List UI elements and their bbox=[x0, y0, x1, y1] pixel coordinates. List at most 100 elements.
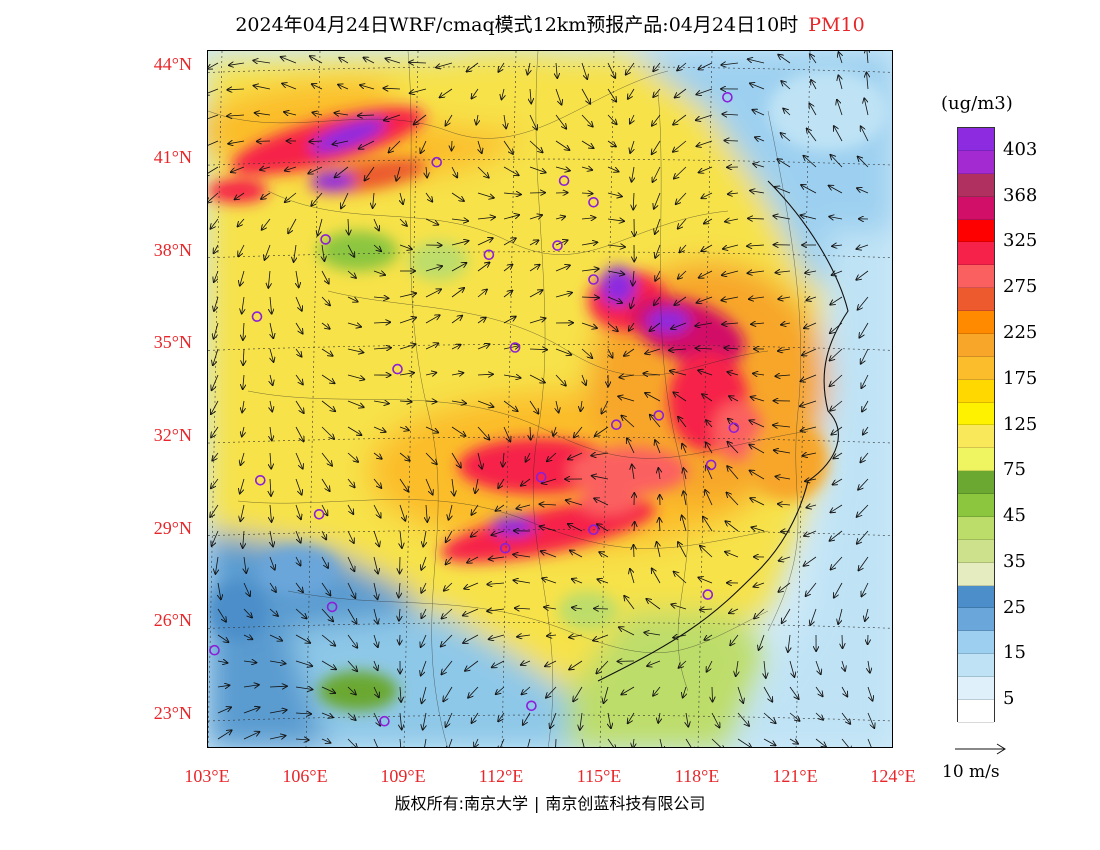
wind-arrow bbox=[465, 660, 479, 671]
pm10-field bbox=[208, 51, 892, 747]
wind-arrow bbox=[529, 349, 547, 350]
wind-arrow bbox=[776, 271, 791, 273]
wind-arrow bbox=[624, 596, 635, 610]
wind-arrow bbox=[654, 192, 661, 209]
colorbar-cell bbox=[958, 173, 994, 197]
wind-arrow bbox=[399, 244, 412, 249]
wind-arrow bbox=[414, 114, 427, 125]
wind-arrow bbox=[318, 218, 323, 235]
wind-arrow bbox=[474, 738, 478, 747]
wind-arrow bbox=[347, 374, 364, 379]
wind-arrow bbox=[436, 62, 453, 68]
wind-arrow bbox=[472, 88, 479, 99]
meridian-line bbox=[305, 51, 321, 747]
wind-arrow bbox=[270, 426, 272, 440]
colorbar-cell bbox=[958, 494, 994, 517]
wind-arrow bbox=[805, 479, 817, 481]
wind-arrow bbox=[629, 322, 635, 331]
wind-arrow bbox=[477, 166, 489, 178]
wind-arrow bbox=[608, 712, 611, 728]
wind-arrow bbox=[685, 738, 694, 747]
wind-arrow bbox=[400, 192, 403, 204]
wind-arrow bbox=[347, 634, 357, 648]
wind-arrow bbox=[441, 634, 453, 647]
wind-arrow bbox=[801, 185, 817, 194]
wind-arrow bbox=[755, 137, 765, 141]
wind-arrow bbox=[804, 556, 817, 566]
wind-arrow bbox=[227, 89, 245, 90]
wind-arrow bbox=[624, 348, 635, 356]
wind-arrow bbox=[522, 686, 531, 694]
wind-arrow bbox=[347, 504, 353, 514]
wind-arrow bbox=[673, 114, 687, 125]
wind-arrow bbox=[594, 609, 609, 610]
wind-arrow bbox=[752, 527, 765, 531]
wind-arrow bbox=[678, 542, 687, 558]
wind-arrow bbox=[243, 661, 256, 663]
colorbar-label: 45 bbox=[1003, 505, 1026, 527]
wind-arrow bbox=[243, 685, 259, 687]
wind-arrow bbox=[618, 396, 635, 402]
lat-label: 35°N bbox=[153, 332, 192, 353]
wind-arrow bbox=[478, 140, 482, 153]
wind-arrow bbox=[347, 530, 354, 543]
city-marker bbox=[431, 156, 442, 168]
lon-label: 118°E bbox=[674, 766, 720, 786]
wind-arrow bbox=[295, 322, 303, 334]
wind-arrow bbox=[653, 62, 661, 71]
wind-arrow bbox=[802, 453, 817, 456]
wind-arrow bbox=[804, 156, 817, 168]
colorbar-cell bbox=[958, 608, 994, 632]
wind-arrow bbox=[270, 452, 271, 469]
wind-arrow bbox=[752, 110, 765, 116]
wind-arrow bbox=[477, 290, 487, 298]
wind-reference-label: 10 m/s bbox=[942, 762, 1000, 782]
wind-arrow bbox=[238, 244, 245, 256]
wind-arrow bbox=[523, 712, 531, 725]
wind-arrow bbox=[751, 323, 765, 324]
wind-arrow bbox=[805, 271, 817, 273]
wind-arrow bbox=[643, 374, 661, 376]
colorbar-label: 5 bbox=[1003, 688, 1015, 710]
wind-arrow bbox=[581, 140, 594, 148]
wind-arrow bbox=[321, 426, 334, 439]
wind-arrow bbox=[655, 218, 661, 234]
wind-arrow bbox=[295, 713, 311, 714]
wind-arrow bbox=[503, 426, 510, 441]
wind-arrow bbox=[295, 530, 301, 543]
wind-arrow bbox=[650, 415, 661, 428]
wind-arrow bbox=[602, 400, 609, 414]
wind-arrow bbox=[421, 582, 427, 593]
city-marker bbox=[535, 471, 547, 483]
wind-arrow bbox=[399, 478, 408, 491]
colorbar-label: 175 bbox=[1003, 367, 1038, 389]
colorbar-label: 225 bbox=[1003, 321, 1038, 343]
wind-arrow bbox=[832, 271, 843, 275]
wind-arrow bbox=[673, 392, 687, 402]
wind-arrow bbox=[861, 374, 869, 388]
wind-arrow bbox=[269, 710, 287, 713]
wind-arrow bbox=[632, 465, 634, 480]
wind-arrow bbox=[698, 370, 713, 376]
wind-arrow bbox=[295, 582, 303, 592]
wind-arrow bbox=[425, 478, 433, 495]
wind-arrow bbox=[566, 500, 583, 506]
wind-arrow bbox=[842, 660, 845, 671]
colorbar-cell bbox=[958, 631, 994, 655]
wind-arrow bbox=[830, 296, 843, 305]
colorbar-label: 35 bbox=[1003, 550, 1026, 572]
wind-arrow bbox=[581, 738, 585, 747]
wind-arrow bbox=[646, 599, 661, 610]
wind-arrow bbox=[451, 452, 461, 468]
wind-arrow bbox=[498, 62, 505, 72]
colorbar bbox=[957, 127, 995, 723]
wind-arrow bbox=[542, 478, 557, 483]
wind-arrow bbox=[789, 686, 799, 699]
wind-arrow bbox=[374, 608, 378, 624]
wind-arrow bbox=[727, 466, 739, 480]
wind-arrow bbox=[322, 244, 324, 261]
wind-arrow bbox=[644, 633, 661, 636]
wind-arrow bbox=[547, 635, 557, 636]
meridian-line bbox=[599, 51, 615, 747]
wind-arrow bbox=[673, 635, 687, 638]
